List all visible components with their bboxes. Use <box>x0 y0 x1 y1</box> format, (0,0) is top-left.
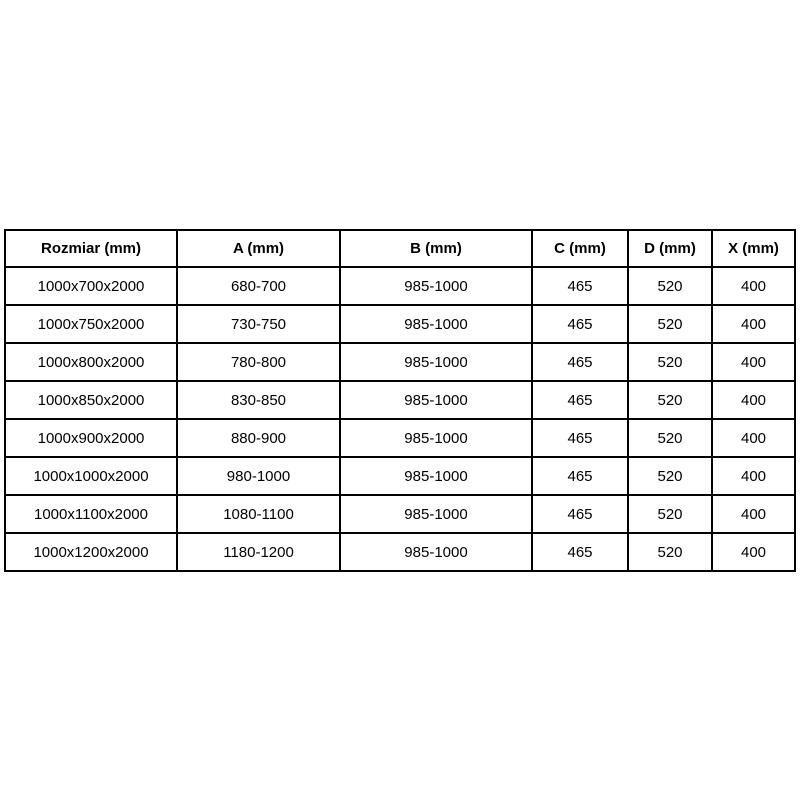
table-cell: 520 <box>627 532 713 572</box>
table-cell: 985-1000 <box>339 304 533 344</box>
table-cell: 980-1000 <box>176 456 341 496</box>
table-cell: 680-700 <box>176 266 341 306</box>
table-cell: 1000x850x2000 <box>4 380 178 420</box>
table-cell: 985-1000 <box>339 342 533 382</box>
table-header-row: Rozmiar (mm) A (mm) B (mm) C (mm) D (mm)… <box>4 229 796 268</box>
header-cell-a: A (mm) <box>176 229 341 268</box>
table-cell: 400 <box>711 494 796 534</box>
header-cell-d: D (mm) <box>627 229 713 268</box>
table-cell: 400 <box>711 380 796 420</box>
table-row: 1000x750x2000 730-750 985-1000 465 520 4… <box>4 304 796 344</box>
dimensions-table: Rozmiar (mm) A (mm) B (mm) C (mm) D (mm)… <box>4 229 796 572</box>
table-cell: 520 <box>627 266 713 306</box>
table-cell: 985-1000 <box>339 494 533 534</box>
table-cell: 520 <box>627 342 713 382</box>
table-row: 1000x900x2000 880-900 985-1000 465 520 4… <box>4 418 796 458</box>
table-cell: 1000x1000x2000 <box>4 456 178 496</box>
table-cell: 400 <box>711 304 796 344</box>
table-cell: 985-1000 <box>339 380 533 420</box>
table-cell: 520 <box>627 304 713 344</box>
table-cell: 400 <box>711 456 796 496</box>
table-cell: 1000x700x2000 <box>4 266 178 306</box>
table-cell: 400 <box>711 342 796 382</box>
table-cell: 465 <box>531 266 629 306</box>
table-cell: 400 <box>711 532 796 572</box>
table-row: 1000x1100x2000 1080-1100 985-1000 465 52… <box>4 494 796 534</box>
table-row: 1000x1000x2000 980-1000 985-1000 465 520… <box>4 456 796 496</box>
table-row: 1000x1200x2000 1180-1200 985-1000 465 52… <box>4 532 796 572</box>
table-cell: 520 <box>627 494 713 534</box>
table-cell: 1000x800x2000 <box>4 342 178 382</box>
table-row: 1000x700x2000 680-700 985-1000 465 520 4… <box>4 266 796 306</box>
table-cell: 1000x900x2000 <box>4 418 178 458</box>
table-cell: 465 <box>531 342 629 382</box>
table-row: 1000x850x2000 830-850 985-1000 465 520 4… <box>4 380 796 420</box>
table-cell: 465 <box>531 532 629 572</box>
table-cell: 1080-1100 <box>176 494 341 534</box>
header-cell-rozmiar: Rozmiar (mm) <box>4 229 178 268</box>
table-cell: 465 <box>531 380 629 420</box>
table-cell: 400 <box>711 266 796 306</box>
table-cell: 1000x1200x2000 <box>4 532 178 572</box>
table-cell: 985-1000 <box>339 418 533 458</box>
table-cell: 520 <box>627 456 713 496</box>
table-cell: 465 <box>531 418 629 458</box>
table-cell: 465 <box>531 494 629 534</box>
header-cell-b: B (mm) <box>339 229 533 268</box>
table-cell: 520 <box>627 380 713 420</box>
table-cell: 985-1000 <box>339 456 533 496</box>
table-cell: 985-1000 <box>339 266 533 306</box>
header-cell-c: C (mm) <box>531 229 629 268</box>
table-cell: 400 <box>711 418 796 458</box>
header-cell-x: X (mm) <box>711 229 796 268</box>
table-cell: 520 <box>627 418 713 458</box>
table-cell: 780-800 <box>176 342 341 382</box>
table-cell: 985-1000 <box>339 532 533 572</box>
table-cell: 880-900 <box>176 418 341 458</box>
table-cell: 830-850 <box>176 380 341 420</box>
table-cell: 465 <box>531 456 629 496</box>
table-cell: 730-750 <box>176 304 341 344</box>
table-cell: 1000x1100x2000 <box>4 494 178 534</box>
table-cell: 465 <box>531 304 629 344</box>
table-cell: 1000x750x2000 <box>4 304 178 344</box>
table-row: 1000x800x2000 780-800 985-1000 465 520 4… <box>4 342 796 382</box>
table-cell: 1180-1200 <box>176 532 341 572</box>
